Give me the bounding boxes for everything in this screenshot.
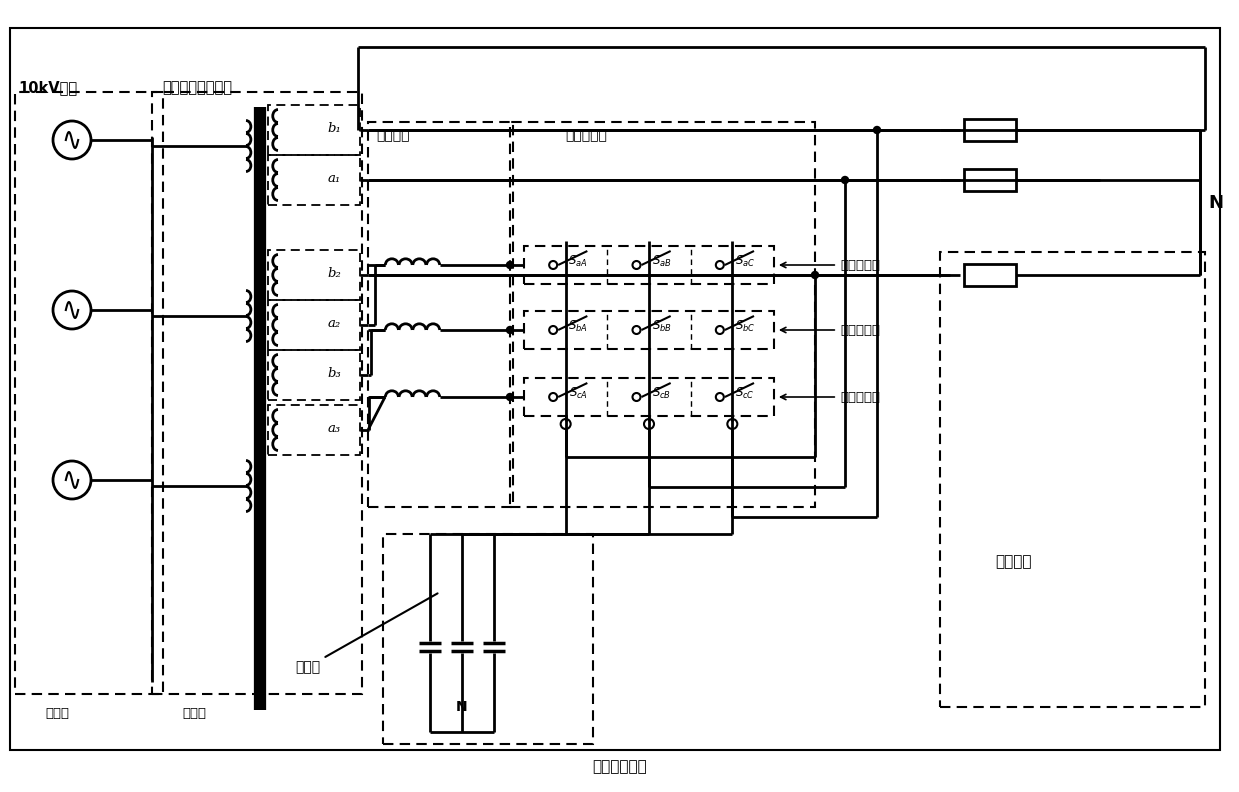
Bar [510, 122, 815, 507]
Circle shape [716, 261, 724, 269]
Circle shape [727, 419, 737, 429]
Circle shape [632, 326, 641, 334]
Text: 第三开关组: 第三开关组 [781, 390, 880, 403]
Text: b₃: b₃ [327, 367, 341, 379]
Circle shape [716, 326, 724, 334]
Text: N: N [1208, 193, 1223, 211]
Text: 矩阵变换器: 矩阵变换器 [565, 128, 607, 142]
Bar [524, 246, 774, 284]
Text: a₃: a₃ [327, 421, 341, 435]
Circle shape [841, 177, 849, 184]
Circle shape [549, 261, 558, 269]
Bar [940, 252, 1206, 707]
Text: 一次侧: 一次侧 [45, 707, 69, 720]
Text: $S_{bA}$: $S_{bA}$ [569, 318, 589, 333]
Circle shape [812, 272, 819, 279]
Text: 滤波电感: 滤波电感 [375, 128, 410, 142]
Circle shape [632, 393, 641, 401]
Text: 三相多绕组变压器: 三相多绕组变压器 [162, 80, 232, 95]
Circle shape [549, 393, 558, 401]
Circle shape [632, 261, 641, 269]
Text: b₂: b₂ [327, 266, 341, 280]
Text: a₁: a₁ [327, 172, 341, 185]
Circle shape [507, 326, 513, 333]
Bar [268, 250, 361, 300]
Circle shape [561, 419, 571, 429]
Text: $S_{bB}$: $S_{bB}$ [652, 318, 672, 333]
Text: 二次侧: 二次侧 [182, 707, 206, 720]
Bar [15, 92, 164, 694]
Bar [964, 119, 1016, 141]
Text: b₁: b₁ [327, 121, 341, 135]
Bar [268, 350, 361, 400]
Circle shape [549, 326, 558, 334]
Bar [268, 105, 361, 155]
Circle shape [507, 261, 513, 268]
Text: 滤波器: 滤波器 [295, 593, 437, 674]
Text: 滤波器中性点: 滤波器中性点 [592, 760, 647, 775]
Bar [964, 169, 1016, 191]
Text: $S_{cC}$: $S_{cC}$ [735, 386, 755, 401]
Text: 第二开关组: 第二开关组 [781, 323, 880, 337]
Circle shape [507, 394, 513, 401]
Circle shape [644, 419, 654, 429]
Bar [268, 405, 361, 455]
Text: 第一开关组: 第一开关组 [781, 258, 880, 272]
Text: $S_{bC}$: $S_{bC}$ [735, 318, 755, 333]
Text: a₂: a₂ [327, 317, 341, 329]
Text: $S_{cB}$: $S_{cB}$ [652, 386, 672, 401]
Text: 10kV电网: 10kV电网 [19, 80, 77, 95]
Text: $S_{cA}$: $S_{cA}$ [569, 386, 587, 401]
Bar [524, 378, 774, 416]
Text: $S_{aC}$: $S_{aC}$ [735, 253, 755, 268]
Circle shape [873, 127, 881, 134]
Text: N: N [456, 700, 468, 714]
Bar [268, 155, 361, 205]
Bar [524, 311, 774, 349]
Bar [152, 92, 362, 694]
Bar [964, 264, 1016, 286]
Circle shape [716, 393, 724, 401]
Text: $S_{aA}$: $S_{aA}$ [569, 253, 589, 268]
Text: 感性负载: 感性负载 [995, 554, 1032, 569]
Bar [368, 122, 513, 507]
Bar [268, 300, 361, 350]
Text: $S_{aB}$: $S_{aB}$ [652, 253, 672, 268]
Bar [383, 534, 593, 744]
